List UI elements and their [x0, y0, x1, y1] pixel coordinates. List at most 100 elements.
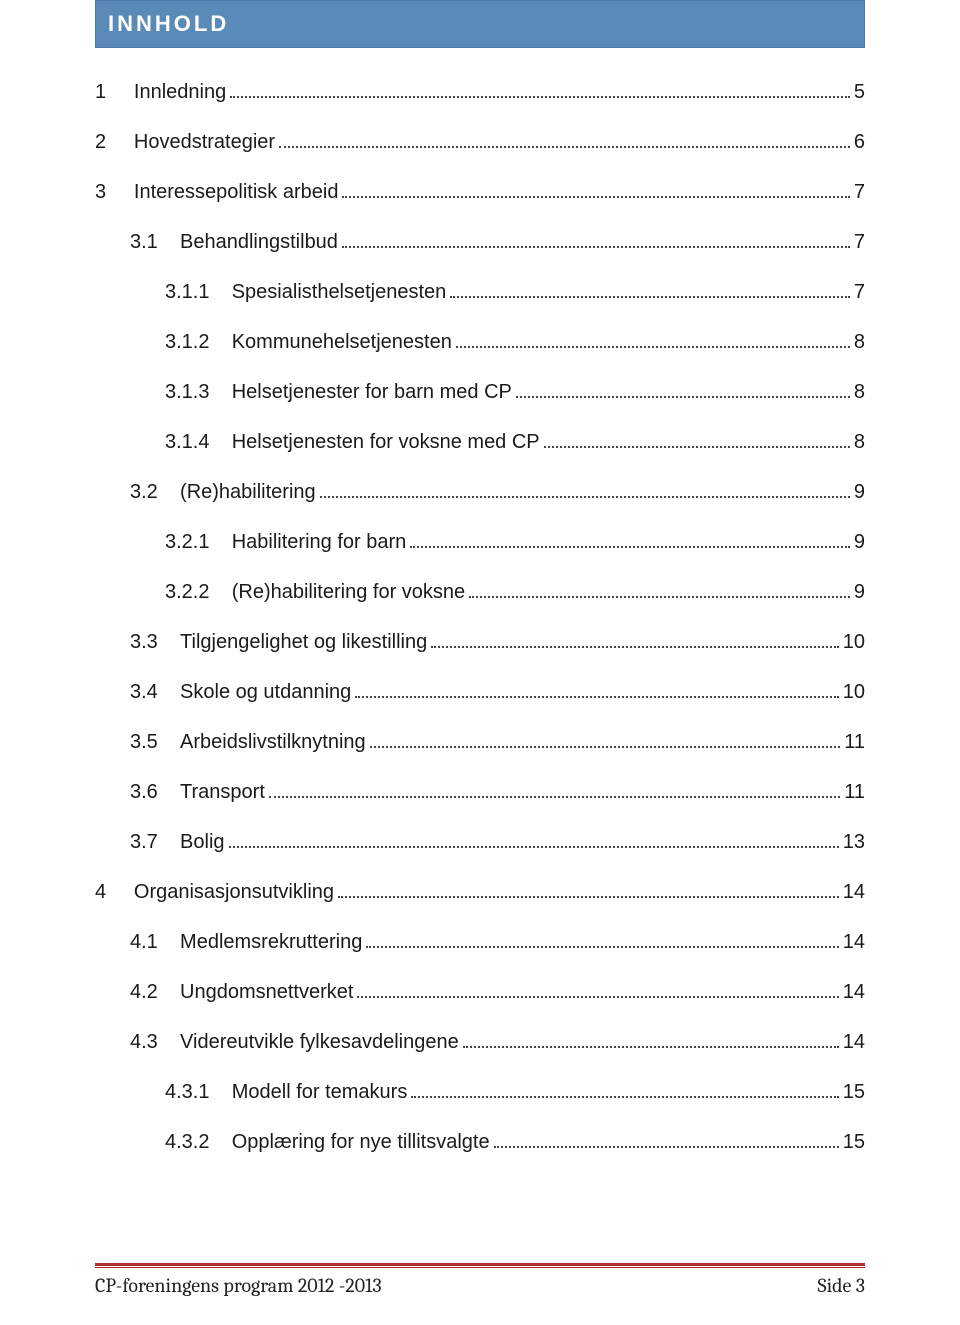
toc-label: Skole og utdanning [180, 678, 351, 706]
toc-number: 4 [95, 878, 134, 906]
footer-right: Side 3 [818, 1274, 865, 1297]
toc-label: Ungdomsnettverket [180, 978, 353, 1006]
toc-entry[interactable]: 3.4 Skole og utdanning 10 [95, 678, 865, 706]
toc-leader-dots [494, 1146, 839, 1148]
toc-number: 3.1 [130, 228, 180, 256]
page-footer: CP-foreningens program 2012 -2013 Side 3 [95, 1263, 865, 1297]
toc-label: (Re)habilitering for voksne [232, 578, 465, 606]
toc-entry[interactable]: 4.3 Videreutvikle fylkesavdelingene 14 [95, 1028, 865, 1056]
toc-page-number: 8 [854, 378, 865, 406]
toc-entry[interactable]: 3.7 Bolig 13 [95, 828, 865, 856]
toc-leader-dots [355, 696, 838, 698]
toc-entry[interactable]: 4 Organisasjonsutvikling 14 [95, 878, 865, 906]
toc-number: 4.1 [130, 928, 180, 956]
toc-label: Medlemsrekruttering [180, 928, 362, 956]
toc-entry[interactable]: 3.2.1 Habilitering for barn 9 [95, 528, 865, 556]
toc-entry[interactable]: 3.1.2 Kommunehelsetjenesten 8 [95, 328, 865, 356]
toc-page-number: 15 [843, 1128, 865, 1156]
footer-left: CP-foreningens program 2012 -2013 [95, 1274, 382, 1297]
toc-leader-dots [410, 546, 850, 548]
toc-entry[interactable]: 1 Innledning 5 [95, 78, 865, 106]
toc-entry[interactable]: 3.1.3 Helsetjenester for barn med CP 8 [95, 378, 865, 406]
toc-page-number: 8 [854, 428, 865, 456]
toc-entry[interactable]: 4.1 Medlemsrekruttering 14 [95, 928, 865, 956]
toc-number: 3.6 [130, 778, 180, 806]
toc-label: (Re)habilitering [180, 478, 316, 506]
toc-label: Helsetjenesten for voksne med CP [232, 428, 540, 456]
toc-number: 2 [95, 128, 134, 156]
toc-leader-dots [342, 246, 850, 248]
toc-entry[interactable]: 3.1.1 Spesialisthelsetjenesten 7 [95, 278, 865, 306]
toc-entry[interactable]: 4.3.2 Opplæring for nye tillitsvalgte 15 [95, 1128, 865, 1156]
toc-number: 3.5 [130, 728, 180, 756]
toc-page-number: 14 [843, 878, 865, 906]
toc-leader-dots [366, 946, 838, 948]
toc-page-number: 9 [854, 478, 865, 506]
toc-page-number: 6 [854, 128, 865, 156]
toc-leader-dots [342, 196, 849, 198]
toc-page-number: 9 [854, 528, 865, 556]
toc-leader-dots [279, 146, 850, 148]
toc-number: 3.2.2 [165, 578, 232, 606]
section-title: INNHOLD [108, 11, 229, 36]
toc-number: 3.1.3 [165, 378, 232, 406]
toc-page-number: 13 [843, 828, 865, 856]
toc-label: Helsetjenester for barn med CP [232, 378, 512, 406]
toc-label: Transport [180, 778, 265, 806]
toc-page-number: 8 [854, 328, 865, 356]
toc-number: 3.7 [130, 828, 180, 856]
toc-label: Behandlingstilbud [180, 228, 338, 256]
toc-page-number: 10 [843, 678, 865, 706]
toc-label: Tilgjengelighet og likestilling [180, 628, 427, 656]
toc-number: 3.1.1 [165, 278, 232, 306]
footer-line: CP-foreningens program 2012 -2013 Side 3 [95, 1274, 865, 1297]
toc-leader-dots [269, 796, 840, 798]
toc-leader-dots [338, 896, 839, 898]
toc-number: 3.3 [130, 628, 180, 656]
toc-leader-dots [456, 346, 850, 348]
toc-label: Arbeidslivstilknytning [180, 728, 366, 756]
toc-label: Innledning [134, 78, 226, 106]
toc-entry[interactable]: 3.5 Arbeidslivstilknytning 11 [95, 728, 865, 756]
toc-number: 4.3.2 [165, 1128, 232, 1156]
toc-page-number: 11 [844, 728, 865, 756]
toc-leader-dots [450, 296, 850, 298]
toc-leader-dots [320, 496, 850, 498]
toc-leader-dots [544, 446, 850, 448]
toc-entry[interactable]: 3.1.4 Helsetjenesten for voksne med CP 8 [95, 428, 865, 456]
toc-leader-dots [357, 996, 838, 998]
footer-rule-thin [95, 1267, 865, 1268]
toc-leader-dots [516, 396, 850, 398]
toc-page-number: 14 [843, 928, 865, 956]
toc-entry[interactable]: 4.3.1 Modell for temakurs 15 [95, 1078, 865, 1106]
toc-number: 4.3.1 [165, 1078, 232, 1106]
toc-entry[interactable]: 3.2.2 (Re)habilitering for voksne 9 [95, 578, 865, 606]
toc-page-number: 9 [854, 578, 865, 606]
toc-label: Opplæring for nye tillitsvalgte [232, 1128, 490, 1156]
toc-label: Modell for temakurs [232, 1078, 408, 1106]
page: INNHOLD 1 Innledning 5 2 Hovedstrategier … [0, 0, 960, 1156]
toc-number: 3.1.2 [165, 328, 232, 356]
toc-number: 3.2.1 [165, 528, 232, 556]
toc-entry[interactable]: 3.2 (Re)habilitering 9 [95, 478, 865, 506]
toc-label: Bolig [180, 828, 224, 856]
toc-label: Hovedstrategier [134, 128, 275, 156]
toc-number: 3.2 [130, 478, 180, 506]
toc-label: Kommunehelsetjenesten [232, 328, 452, 356]
toc-entry[interactable]: 3.3 Tilgjengelighet og likestilling 10 [95, 628, 865, 656]
toc-leader-dots [370, 746, 841, 748]
footer-rule [95, 1263, 865, 1266]
toc-page-number: 11 [844, 778, 865, 806]
toc-entry[interactable]: 4.2 Ungdomsnettverket 14 [95, 978, 865, 1006]
toc-leader-dots [229, 846, 839, 848]
toc-entry[interactable]: 3.1 Behandlingstilbud 7 [95, 228, 865, 256]
toc-number: 4.2 [130, 978, 180, 1006]
table-of-contents: 1 Innledning 5 2 Hovedstrategier 6 3 Inter… [95, 78, 865, 1156]
toc-page-number: 10 [843, 628, 865, 656]
toc-entry[interactable]: 3.6 Transport 11 [95, 778, 865, 806]
toc-entry[interactable]: 2 Hovedstrategier 6 [95, 128, 865, 156]
toc-number: 3.4 [130, 678, 180, 706]
toc-page-number: 14 [843, 978, 865, 1006]
toc-entry[interactable]: 3 Interessepolitisk arbeid 7 [95, 178, 865, 206]
toc-label: Interessepolitisk arbeid [134, 178, 339, 206]
